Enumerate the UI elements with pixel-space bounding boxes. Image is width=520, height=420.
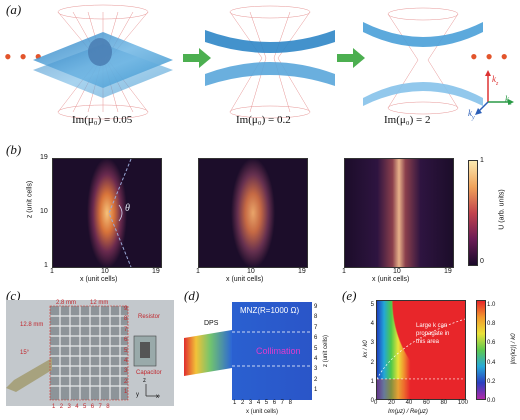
x-tick-10: 10 xyxy=(101,268,109,275)
surface-plot-1 xyxy=(33,4,173,120)
e-colormap xyxy=(376,300,466,400)
surface-plot-2 xyxy=(205,5,335,119)
x-tick-19: 19 xyxy=(298,268,306,275)
dim-15deg: 15° xyxy=(20,350,30,356)
x-tick-1: 1 xyxy=(196,268,200,275)
d-x-ticks: 12345678 xyxy=(233,400,297,406)
e-colorbar-ticks: 1.0 0.8 0.6 0.4 0.2 0.0 xyxy=(487,302,496,405)
surface-plot-3 xyxy=(363,7,483,115)
panel-c-letter: (c) xyxy=(6,288,21,303)
axis-y-label: y xyxy=(136,392,139,398)
e-note: Large k can propagate in this area xyxy=(416,323,450,345)
z-tick-19: 19 xyxy=(40,154,48,161)
x-tick-19: 19 xyxy=(152,268,160,275)
kz-label: kz xyxy=(492,74,499,87)
e-colorbar-label: |Im(kz)| / k0 xyxy=(511,333,517,365)
e-x-label: Im(μz) / Re(μz) xyxy=(388,409,428,415)
panel-e-letter: (e) xyxy=(342,288,357,303)
colorbar-tick-min: 0 xyxy=(480,258,484,265)
capacitor-label: Capacitor xyxy=(136,370,162,376)
panel-d-letter: (d) xyxy=(184,288,200,303)
ky-label: ky xyxy=(468,108,475,121)
arrow-right-icon xyxy=(183,48,211,68)
colorbar-e xyxy=(476,300,486,400)
sample-photo xyxy=(6,300,174,406)
e-y-label: kx / k0 xyxy=(363,340,369,358)
mu-label-2: Im(μ₀) = 0.2 xyxy=(236,114,291,126)
x-axis-label-3: x (unit cells) xyxy=(372,276,410,283)
dps-label: DPS xyxy=(204,320,219,327)
axis-x-label: x xyxy=(156,394,159,400)
x-tick-1: 1 xyxy=(342,268,346,275)
x-axis-label-2: x (unit cells) xyxy=(226,276,264,283)
field-map-2 xyxy=(198,158,308,268)
arrow-right-icon xyxy=(337,48,365,68)
z-axis-label: z (unit cells) xyxy=(26,180,34,219)
colorbar-b xyxy=(468,160,478,266)
panel-b-letter: (b) xyxy=(6,142,22,157)
x-tick-1: 1 xyxy=(50,268,54,275)
dim-12-8mm: 12.8 mm xyxy=(20,322,44,328)
mnz-title: MNZ(R=1000 Ω) xyxy=(240,306,300,315)
z-tick-1: 1 xyxy=(44,262,48,269)
mu-label-3: Im(μ₀) = 2 xyxy=(384,114,431,126)
mu-label-1: Im(μ₀) = 0.05 xyxy=(72,114,133,126)
c-x-ticks: 12345678 xyxy=(52,404,114,410)
x-tick-10: 10 xyxy=(393,268,401,275)
x-tick-10: 10 xyxy=(247,268,255,275)
colorbar-label: U (arb. units) xyxy=(498,189,506,230)
k-axes-icon xyxy=(475,70,514,115)
z-tick-10: 10 xyxy=(40,208,48,215)
kx-label: kx xyxy=(505,94,512,107)
d-x-label: x (unit cells) xyxy=(246,409,279,415)
field-map-3 xyxy=(344,158,454,268)
colorbar-tick-max: 1 xyxy=(480,157,484,164)
collimation-label: Collimation xyxy=(256,346,301,356)
waveguide-map xyxy=(184,302,312,400)
dim-2-8mm: 2.8 mm xyxy=(56,300,77,306)
x-tick-19: 19 xyxy=(444,268,452,275)
theta-label: θ xyxy=(125,203,130,214)
axis-z-label: z xyxy=(143,378,146,384)
x-axis-label-1: x (unit cells) xyxy=(80,276,118,283)
e-x-ticks: 0 20 40 60 80 100 xyxy=(374,400,468,406)
resistor-label: Resistor xyxy=(138,314,161,320)
d-z-label: z (unit cells) xyxy=(323,335,329,368)
dim-12mm: 12 mm xyxy=(90,300,109,306)
field-map-1: θ xyxy=(52,158,162,268)
panel-a-letter: (a) xyxy=(6,2,22,17)
